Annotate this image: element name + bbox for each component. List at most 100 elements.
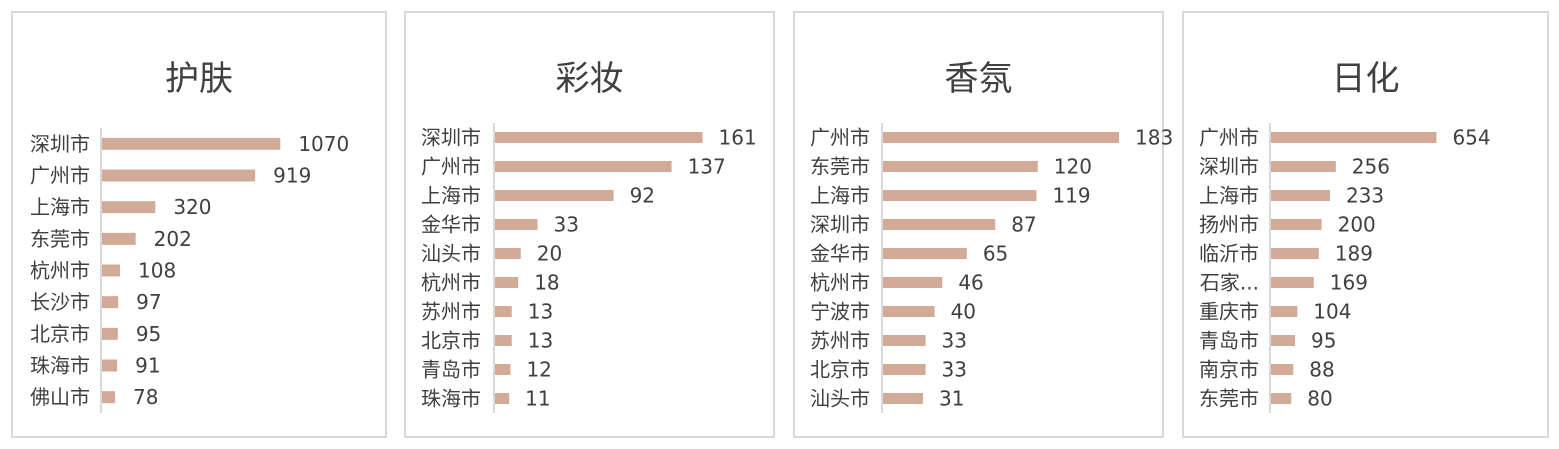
- data-label: 104: [1313, 300, 1351, 324]
- bar: [883, 277, 943, 288]
- category-label: 临沂市: [1199, 242, 1259, 266]
- chart-panel-makeup: 彩妆 深圳市 161 广州市 137 上海市 92 金华市 33 汕头市 20 杭州市 18 苏州市 13…: [404, 11, 775, 438]
- data-label: 13: [528, 300, 553, 324]
- bar: [102, 232, 136, 245]
- category-label: 苏州市: [421, 300, 481, 324]
- bar: [495, 364, 511, 375]
- bar: [883, 335, 926, 346]
- data-label: 119: [1052, 184, 1090, 208]
- data-label: 120: [1054, 155, 1092, 179]
- category-label: 深圳市: [810, 213, 870, 237]
- category-label: 上海市: [30, 195, 90, 219]
- bar: [102, 264, 120, 277]
- category-label: 深圳市: [421, 126, 481, 150]
- bar: [1271, 161, 1336, 172]
- bar: [102, 296, 119, 309]
- category-label: 东莞市: [30, 227, 90, 251]
- data-label: 40: [951, 300, 976, 324]
- category-label: 广州市: [810, 126, 870, 150]
- category-label: 石家...: [1200, 271, 1259, 295]
- data-label: 654: [1452, 126, 1490, 150]
- bar: [883, 161, 1038, 172]
- category-label: 上海市: [421, 184, 481, 208]
- bar: [495, 248, 521, 259]
- bar: [495, 335, 512, 346]
- bar: [1271, 393, 1292, 404]
- data-label: 33: [942, 329, 967, 353]
- category-label: 东莞市: [1199, 387, 1259, 411]
- bar: [102, 391, 115, 404]
- bar: [102, 201, 156, 214]
- data-label: 200: [1338, 213, 1376, 237]
- category-label: 扬州市: [1199, 213, 1259, 237]
- category-label: 汕头市: [810, 387, 870, 411]
- chart-title: 日化: [1331, 59, 1400, 99]
- data-label: 256: [1352, 155, 1390, 179]
- category-label: 上海市: [810, 184, 870, 208]
- category-label: 广州市: [421, 155, 481, 179]
- category-label: 广州市: [30, 164, 90, 188]
- category-label: 北京市: [30, 322, 90, 346]
- data-label: 92: [630, 184, 655, 208]
- bar: [1271, 364, 1294, 375]
- category-label: 杭州市: [421, 271, 481, 295]
- category-label: 南京市: [1199, 358, 1259, 382]
- bar: [495, 306, 512, 317]
- category-label: 珠海市: [30, 354, 90, 378]
- chart-panel-skincare: 护肤 深圳市 1070 广州市 919 上海市 320 东莞市 202 杭州市 108 长沙市 97 北…: [11, 11, 387, 438]
- bar: [883, 364, 926, 375]
- category-label: 金华市: [810, 242, 870, 266]
- bar: [883, 190, 1037, 201]
- category-label: 苏州市: [810, 329, 870, 353]
- category-label: 广州市: [1199, 126, 1259, 150]
- category-label: 重庆市: [1199, 300, 1259, 324]
- chart-panel-fragrance: 香氛 广州市 183 东莞市 120 上海市 119 深圳市 87 金华市 65 杭州市 46 宁波市 4…: [793, 11, 1173, 438]
- data-label: 33: [554, 213, 579, 237]
- category-label: 东莞市: [810, 155, 870, 179]
- bar: [495, 219, 538, 230]
- data-label: 33: [942, 358, 967, 382]
- bar: [1271, 190, 1330, 201]
- bar-chart-makeup: 深圳市 161 广州市 137 上海市 92 金华市 33 汕头市 20 杭州市 18 苏州市 13 北京市…: [421, 123, 757, 413]
- category-label: 上海市: [1199, 184, 1259, 208]
- category-label: 北京市: [810, 358, 870, 382]
- data-label: 202: [154, 227, 192, 251]
- category-label: 长沙市: [30, 290, 90, 314]
- data-label: 91: [135, 354, 160, 378]
- data-label: 161: [719, 126, 757, 150]
- bar-chart-daily-chemicals: 广州市 654 深圳市 256 上海市 233 扬州市 200 临沂市 189 石家... 169 重庆…: [1199, 123, 1491, 413]
- data-label: 919: [273, 164, 311, 188]
- category-label: 金华市: [421, 213, 481, 237]
- data-label: 169: [1330, 271, 1368, 295]
- bar: [102, 169, 256, 182]
- chart-title: 彩妆: [555, 59, 624, 99]
- data-label: 87: [1011, 213, 1036, 237]
- data-label: 12: [526, 358, 551, 382]
- data-label: 95: [1311, 329, 1336, 353]
- data-label: 1070: [298, 132, 349, 156]
- data-label: 108: [138, 259, 176, 283]
- category-label: 深圳市: [30, 132, 90, 156]
- bar: [883, 248, 967, 259]
- data-label: 78: [133, 385, 158, 409]
- chart-title: 香氛: [944, 59, 1013, 99]
- data-label: 11: [525, 387, 550, 411]
- category-label: 汕头市: [421, 242, 481, 266]
- bar: [1271, 132, 1437, 143]
- bar-chart-fragrance: 广州市 183 东莞市 120 上海市 119 深圳市 87 金华市 65 杭州市 46 宁波市 40 苏州…: [810, 123, 1173, 413]
- category-label: 宁波市: [810, 300, 870, 324]
- data-label: 80: [1307, 387, 1332, 411]
- bar: [883, 306, 935, 317]
- data-label: 20: [537, 242, 562, 266]
- bar: [1271, 306, 1298, 317]
- bar: [495, 161, 672, 172]
- category-label: 杭州市: [810, 271, 870, 295]
- data-label: 189: [1335, 242, 1373, 266]
- bar-chart-skincare: 深圳市 1070 广州市 919 上海市 320 东莞市 202 杭州市 108 长沙市 97 北京市 9…: [30, 128, 349, 413]
- bar: [495, 277, 519, 288]
- bar: [495, 393, 510, 404]
- bar: [883, 219, 996, 230]
- category-label: 深圳市: [1199, 155, 1259, 179]
- bar: [495, 132, 703, 143]
- bar: [102, 327, 118, 340]
